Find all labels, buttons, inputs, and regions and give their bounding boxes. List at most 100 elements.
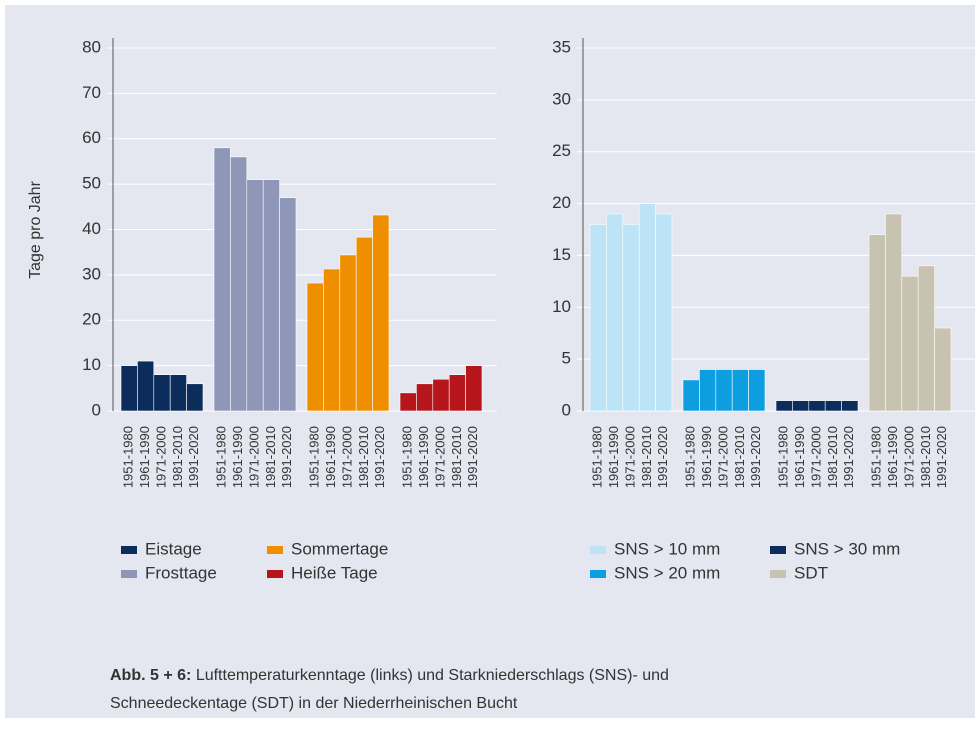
bar [917, 265, 935, 412]
y-tick-label: 30 [82, 264, 101, 283]
bar [841, 400, 859, 412]
x-tick-label: 1981-2010 [732, 426, 747, 488]
bar [715, 369, 733, 412]
y-tick-label: 10 [82, 355, 101, 374]
x-tick-label: 1971-2000 [715, 426, 730, 488]
caption-line: Schneedeckentage (SDT) in der Niederrhei… [110, 695, 518, 712]
y-tick-label: 35 [552, 37, 571, 56]
bar [246, 179, 264, 412]
x-tick-label: 1971-2000 [901, 426, 916, 488]
x-tick-label: 1991-2020 [186, 426, 201, 488]
bar [169, 374, 187, 412]
x-tick-label: 1971-2000 [153, 426, 168, 488]
x-tick-label: 1951-1980 [776, 426, 791, 488]
x-tick-label: 1991-2020 [655, 426, 670, 488]
y-tick-label: 80 [82, 37, 101, 56]
panel [5, 5, 975, 718]
x-tick-label: 1981-2010 [449, 426, 464, 488]
y-tick-label: 50 [82, 174, 101, 193]
bar [399, 392, 417, 412]
x-tick-label: 1981-2010 [918, 426, 933, 488]
y-tick-label: 10 [552, 297, 571, 316]
bar [748, 369, 766, 412]
x-tick-label: 1971-2000 [339, 426, 354, 488]
x-tick-label: 1971-2000 [432, 426, 447, 488]
x-tick-label: 1951-1980 [869, 426, 884, 488]
bar [885, 213, 903, 412]
bar [699, 369, 717, 412]
x-tick-label: 1981-2010 [263, 426, 278, 488]
legend-swatch [121, 546, 137, 554]
bar [606, 213, 624, 412]
bar [432, 378, 450, 412]
bar [306, 282, 324, 412]
bar [153, 374, 171, 412]
y-tick-label: 70 [82, 83, 101, 102]
bar [120, 365, 138, 412]
bar [808, 400, 826, 412]
bar [792, 400, 810, 412]
legend-label: SDT [794, 563, 828, 582]
bar [589, 224, 607, 412]
legend-label: Heiße Tage [291, 563, 378, 582]
bar [934, 327, 952, 412]
bar [901, 275, 919, 412]
x-tick-label: 1961-1990 [416, 426, 431, 488]
bar [682, 379, 700, 412]
legend-label: Frosttage [145, 563, 217, 582]
legend-label: Eistage [145, 539, 202, 558]
legend-swatch [770, 546, 786, 554]
legend-label: SNS > 30 mm [794, 539, 900, 558]
bar [638, 203, 656, 412]
x-tick-label: 1991-2020 [748, 426, 763, 488]
x-tick-label: 1991-2020 [279, 426, 294, 488]
legend-label: SNS > 20 mm [614, 563, 720, 582]
x-tick-label: 1981-2010 [356, 426, 371, 488]
x-tick-label: 1951-1980 [121, 426, 136, 488]
y-tick-label: 40 [82, 219, 101, 238]
x-tick-label: 1961-1990 [885, 426, 900, 488]
bar [279, 197, 297, 412]
x-tick-label: 1951-1980 [683, 426, 698, 488]
legend-swatch [121, 570, 137, 578]
legend-label: Sommertage [291, 539, 388, 558]
y-tick-label: 5 [562, 349, 571, 368]
legend-swatch [267, 570, 283, 578]
bar [622, 224, 640, 412]
caption-label: Abb. 5 + 6: [110, 667, 191, 684]
bar [323, 268, 341, 412]
bar [372, 214, 390, 412]
legend-swatch [267, 546, 283, 554]
bar [416, 383, 434, 412]
x-tick-label: 1981-2010 [825, 426, 840, 488]
bar [731, 369, 749, 412]
x-tick-label: 1961-1990 [230, 426, 245, 488]
bar [213, 147, 231, 412]
x-tick-label: 1981-2010 [170, 426, 185, 488]
y-tick-label: 0 [562, 400, 571, 419]
x-tick-label: 1981-2010 [639, 426, 654, 488]
y-axis-label: Tage pro Jahr [27, 180, 44, 279]
bar [262, 179, 280, 412]
bar [775, 400, 793, 412]
x-tick-label: 1961-1990 [606, 426, 621, 488]
x-tick-label: 1961-1990 [323, 426, 338, 488]
y-tick-label: 20 [82, 310, 101, 329]
y-tick-label: 20 [552, 193, 571, 212]
bar [339, 254, 357, 412]
legend-label: SNS > 10 mm [614, 539, 720, 558]
x-tick-label: 1951-1980 [590, 426, 605, 488]
x-tick-label: 1991-2020 [465, 426, 480, 488]
x-tick-label: 1951-1980 [307, 426, 322, 488]
y-tick-label: 15 [552, 245, 571, 264]
legend-swatch [590, 546, 606, 554]
y-tick-label: 60 [82, 128, 101, 147]
bar [868, 234, 886, 412]
x-tick-label: 1991-2020 [841, 426, 856, 488]
x-tick-label: 1961-1990 [699, 426, 714, 488]
bar [448, 374, 466, 412]
y-tick-label: 30 [552, 89, 571, 108]
bar [186, 383, 204, 412]
